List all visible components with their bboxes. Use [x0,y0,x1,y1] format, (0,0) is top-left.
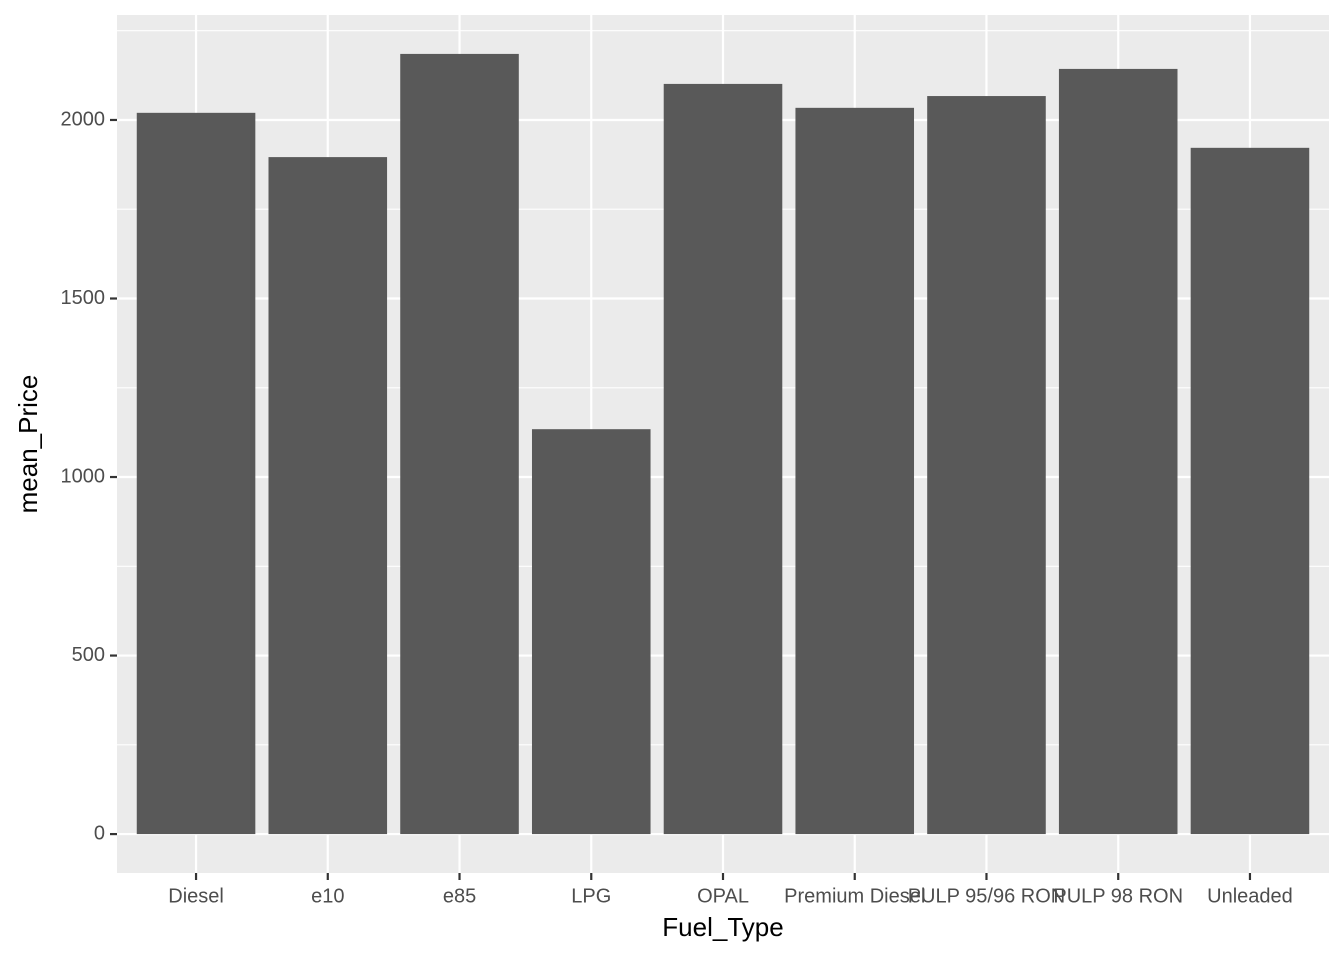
x-tick-label: OPAL [697,885,749,907]
y-tick-label: 500 [72,644,105,666]
x-tick-label: LPG [571,885,611,907]
y-tick-label: 1500 [61,287,106,309]
x-tick-label: Premium Diesel [784,885,925,907]
x-tick-label: e85 [443,885,476,907]
x-tick-label: e10 [311,885,344,907]
x-axis-title: Fuel_Type [662,912,783,942]
bar [531,429,651,835]
bar [1058,68,1178,835]
y-axis-title: mean_Price [13,375,43,514]
bar [663,83,783,835]
bar [795,107,915,835]
bar [136,112,256,835]
y-tick-label: 0 [94,822,105,844]
bar [927,96,1046,835]
x-tick-label: PULP 95/96 RON [908,885,1066,907]
x-tick-label: Diesel [168,885,224,907]
bar [1190,147,1310,835]
x-tick-label: PULP 98 RON [1053,885,1183,907]
x-tick-label: Unleaded [1207,885,1293,907]
bar [400,53,519,835]
bar [268,157,388,835]
y-tick-label: 2000 [61,108,106,130]
y-tick-label: 1000 [61,465,106,487]
